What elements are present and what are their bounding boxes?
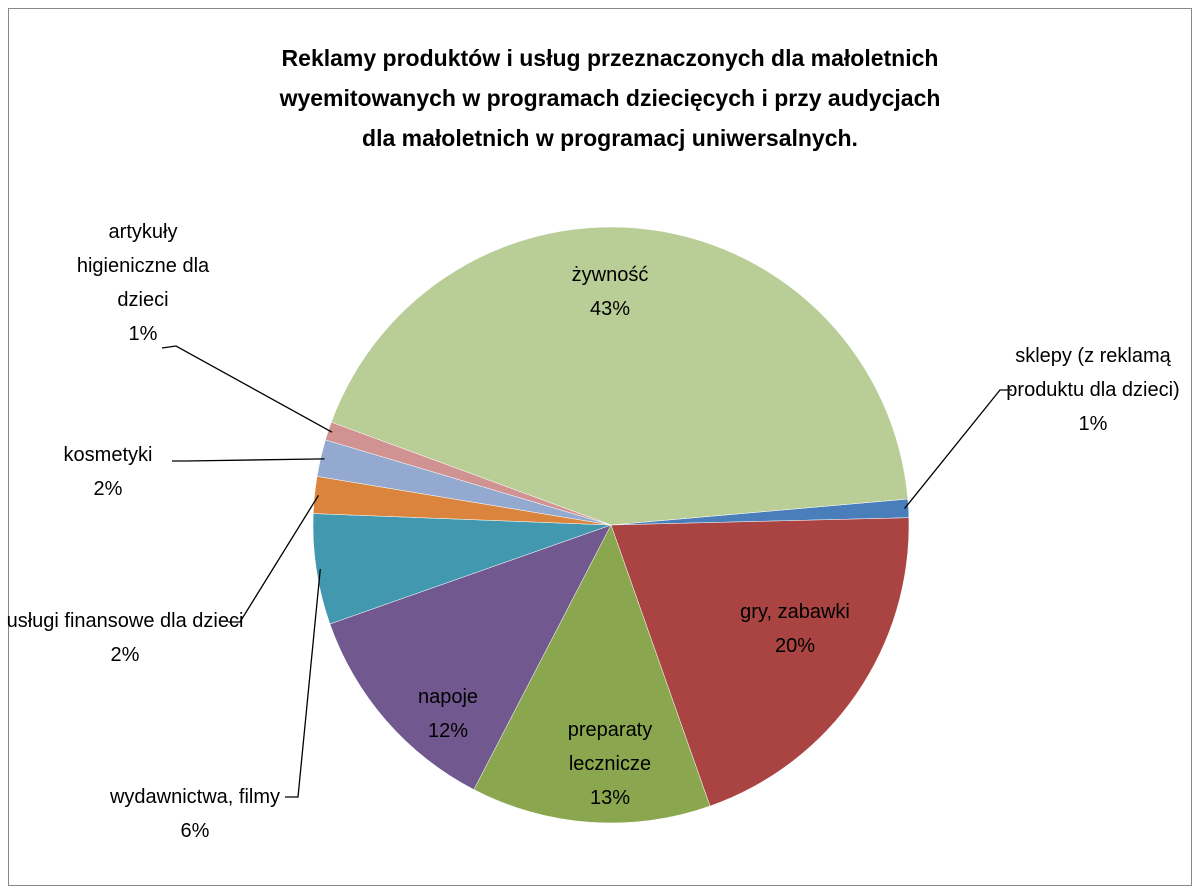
data-label: wydawnictwa, filmy 6% [85,780,305,848]
category-label: preparaty lecznicze [567,719,653,775]
category-label: usługi finansowe dla dzieci [6,610,244,632]
leader-line [904,389,1012,509]
value-label: 2% [93,478,123,500]
data-label: gry, zabawki 20% [695,595,895,663]
leader-line [161,345,333,433]
data-label: żywność 43% [530,258,690,326]
pie-slice [329,524,612,790]
data-label: preparaty lecznicze 13% [530,713,690,815]
pie-slice [331,226,909,526]
pie-slice [610,517,910,807]
data-label: napoje 12% [378,680,518,748]
value-label: 1% [1078,413,1108,435]
value-label: 20% [774,635,816,657]
category-label: gry, zabawki [740,601,850,623]
value-label: 43% [589,298,631,320]
chart-title: Reklamy produktów i usług przeznaczonych… [279,45,941,151]
category-label: napoje [417,686,479,708]
category-label: sklepy (z reklamą produktu dla dzieci) [1006,345,1180,401]
value-label: 6% [180,820,210,842]
leader-line [172,458,325,462]
value-label: 1% [128,323,158,345]
category-label: artykuły higieniczne dla dzieci [76,221,210,311]
leader-line [285,568,321,798]
data-label: sklepy (z reklamą produktu dla dzieci) 1% [986,339,1200,441]
value-label: 12% [427,720,469,742]
category-label: wydawnictwa, filmy [109,786,281,808]
category-label: żywność [571,264,649,286]
data-label: artykuły higieniczne dla dzieci 1% [68,215,218,351]
leader-line [228,494,320,623]
pie-slice [473,524,711,824]
data-label: kosmetyki 2% [38,438,178,506]
value-label: 13% [589,787,631,809]
data-label: usługi finansowe dla dzieci 2% [5,604,245,672]
value-label: 2% [110,644,140,666]
category-label: kosmetyki [63,444,153,466]
